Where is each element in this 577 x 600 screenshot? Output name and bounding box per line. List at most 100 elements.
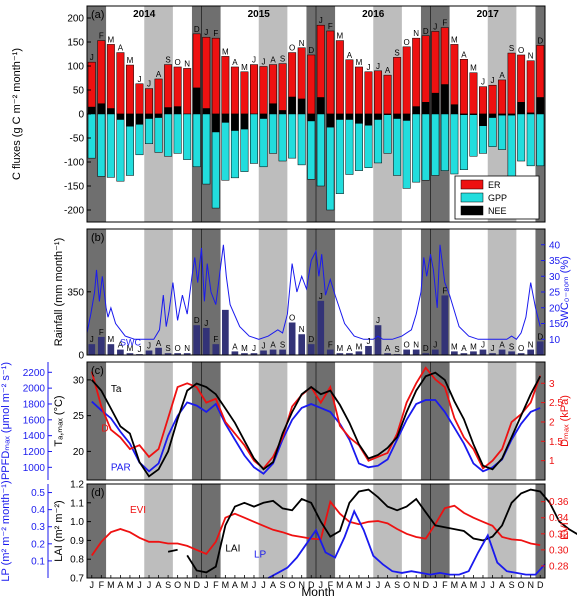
gpp-bar [431, 113, 440, 176]
legend-entry: GPP [488, 193, 507, 203]
rainfall-bar [193, 325, 201, 355]
ppfd-axis-tick-label: 1800 [23, 399, 46, 410]
legend-entry: NEE [488, 206, 507, 216]
swc-axis-tick-label: 10 [549, 335, 561, 346]
flux-axis-tick-label: -50 [70, 134, 85, 145]
wet-season-shade [87, 229, 107, 355]
ta-axis-tick-label: 25 [73, 411, 85, 422]
flux-axis-tick-label: 200 [67, 14, 84, 25]
month-peak-label: O [289, 44, 295, 53]
nee-bar [441, 84, 449, 114]
nee-bar [126, 114, 134, 127]
rainfall-bar-label: N [413, 341, 419, 350]
month-peak-label: N [528, 52, 534, 61]
lp-line-label: LP [254, 549, 267, 560]
rainfall-bar [288, 322, 296, 355]
er-bar [364, 71, 373, 115]
nee-bar [88, 106, 96, 114]
nee-bar [145, 114, 153, 119]
wet-season-shade [306, 362, 336, 480]
wet-season-shade [306, 484, 336, 578]
er-bar [259, 66, 268, 115]
rainfall-bar-label: M [451, 342, 458, 351]
rainfall-bar [298, 334, 306, 355]
month-peak-label: A [499, 71, 505, 80]
month-tick-label: J [137, 580, 142, 590]
gpp-bar [335, 113, 344, 194]
month-peak-label: O [518, 46, 524, 55]
rainfall-bar [508, 351, 515, 355]
month-peak-label: A [461, 50, 467, 59]
rainfall-bar [336, 353, 344, 355]
rainfall-bar [279, 349, 286, 355]
flux-axis-tick-label: -150 [64, 182, 84, 193]
ta-line [91, 371, 541, 478]
gpp-bar [469, 113, 478, 157]
rainfall-bar-label: S [394, 345, 399, 354]
er-bar [393, 57, 402, 115]
er-bar [211, 37, 220, 115]
dmax-axis-tick-label: 3 [549, 379, 555, 390]
month-tick-label: N [527, 580, 534, 590]
nee-bar [97, 103, 106, 114]
month-peak-label: J [376, 62, 380, 71]
nee-bar [307, 114, 315, 122]
month-tick-label: S [280, 580, 286, 590]
rainfall-bar-label: M [241, 344, 248, 353]
panel-frame [86, 483, 546, 579]
er-bar [230, 66, 239, 115]
rainfall-bar-label: A [118, 341, 124, 350]
nee-bar [259, 114, 268, 119]
gpp-bar [374, 113, 382, 164]
er-bar [87, 61, 96, 115]
rainfall-bar-label: J [262, 341, 266, 350]
month-tick-label: J [376, 580, 381, 590]
dmax-line-label: D [101, 424, 108, 435]
evi-line [91, 499, 541, 557]
month-tick-label: J [204, 580, 209, 590]
rainfall-bar-label: A [270, 341, 276, 350]
er-bar [221, 56, 230, 115]
month-tick-label: J [90, 580, 95, 590]
rainfall-bar [117, 349, 124, 355]
rainfall-bar-label: J [491, 344, 495, 353]
month-peak-label: J [366, 63, 370, 72]
er-bar [116, 52, 125, 115]
er-bar [250, 64, 258, 115]
evi-line-label: EVI [130, 505, 146, 516]
month-peak-label: S [509, 44, 514, 53]
gpp-bar [288, 113, 297, 159]
ppfd-axis-tick-label: 1000 [23, 463, 46, 474]
ta-axis-tick-label: 20 [73, 447, 85, 458]
nee-bar [393, 114, 401, 119]
rainfall-bar [374, 325, 382, 355]
flux-axis-tick-label: -100 [64, 158, 84, 169]
rainfall-bar [403, 349, 410, 355]
rainfall-bar [174, 353, 181, 355]
er-bar [145, 88, 153, 115]
swc-axis-tick-label: 20 [549, 303, 561, 314]
rainfall-bar [536, 341, 544, 355]
er-bar [183, 68, 192, 115]
gpp-bar [173, 113, 182, 154]
gpp-bar [154, 113, 163, 153]
month-tick-label: O [518, 580, 525, 590]
ppfd-line-label: PAR [111, 462, 131, 473]
rainfall-bar-label: M [337, 344, 344, 353]
lp-axis-tick-label: 0.3 [31, 522, 45, 533]
month-tick-label: A [156, 580, 162, 590]
flux-axis-tick-label: 150 [67, 38, 84, 49]
legend-swatch [460, 192, 484, 203]
rainfall-bar-label: J [137, 345, 141, 354]
nee-bar [240, 114, 249, 130]
month-tick-label: J [319, 580, 324, 590]
rainfall-bar [479, 349, 487, 355]
rainfall-bar [107, 344, 115, 355]
month-tick-label: A [232, 580, 238, 590]
month-tick-label: M [241, 580, 249, 590]
rainfall-bar [260, 350, 267, 355]
month-tick-label: M [126, 580, 134, 590]
ta-axis-tick-label: 30 [73, 375, 85, 386]
rain-axis-label: Rainfall (mm month⁻¹) [53, 238, 65, 347]
gpp-bar [383, 113, 392, 154]
